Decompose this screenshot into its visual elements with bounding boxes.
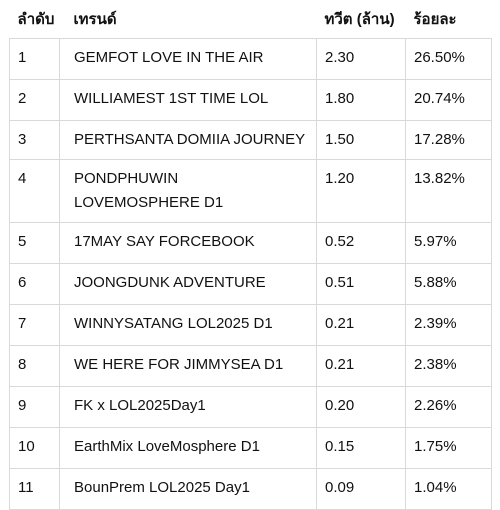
- cell-rank: 7: [9, 303, 60, 346]
- cell-rank: 11: [9, 467, 60, 510]
- cell-trend: WINNYSATANG LOL2025 D1: [59, 303, 317, 346]
- header-tweets: ทวีต (ล้าน): [324, 11, 395, 28]
- cell-tweets: 0.51: [316, 262, 406, 305]
- cell-trend: WE HERE FOR JIMMYSEA D1: [59, 344, 317, 387]
- cell-trend: FK x LOL2025Day1: [59, 385, 317, 428]
- cell-rank: 5: [9, 221, 60, 264]
- cell-percent: 2.26%: [405, 385, 492, 428]
- cell-rank: 6: [9, 262, 60, 305]
- table-row: 4 PONDPHUWIN LOVEMOSPHERE D1 1.20 13.82%: [9, 158, 492, 223]
- cell-tweets: 1.50: [316, 119, 406, 160]
- table-row: 3 PERTHSANTA DOMIIA JOURNEY 1.50 17.28%: [9, 119, 492, 160]
- cell-rank: 8: [9, 344, 60, 387]
- cell-trend: 17MAY SAY FORCEBOOK: [59, 221, 317, 264]
- header-row: ลำดับ เทรนด์ ทวีต (ล้าน) ร้อยละ: [10, 2, 492, 38]
- cell-tweets: 1.80: [316, 78, 406, 121]
- cell-trend: EarthMix LoveMosphere D1: [59, 426, 317, 469]
- cell-tweets: 0.21: [316, 344, 406, 387]
- cell-percent: 26.50%: [405, 37, 492, 80]
- cell-rank: 4: [9, 158, 60, 223]
- cell-percent: 2.38%: [405, 344, 492, 387]
- cell-percent: 5.88%: [405, 262, 492, 305]
- cell-percent: 2.39%: [405, 303, 492, 346]
- header-rank: ลำดับ: [17, 11, 55, 28]
- cell-percent: 13.82%: [405, 158, 492, 223]
- table-row: 9 FK x LOL2025Day1 0.20 2.26%: [9, 385, 492, 428]
- table-row: 8 WE HERE FOR JIMMYSEA D1 0.21 2.38%: [9, 344, 492, 387]
- table-row: 11 BounPrem LOL2025 Day1 0.09 1.04%: [9, 467, 492, 510]
- cell-percent: 1.04%: [405, 467, 492, 510]
- cell-rank: 10: [9, 426, 60, 469]
- cell-tweets: 0.15: [316, 426, 406, 469]
- table-row: 1 GEMFOT LOVE IN THE AIR 2.30 26.50%: [9, 37, 492, 80]
- cell-tweets: 0.20: [316, 385, 406, 428]
- cell-rank: 3: [9, 119, 60, 160]
- cell-tweets: 0.52: [316, 221, 406, 264]
- cell-percent: 17.28%: [405, 119, 492, 160]
- table-row: 2 WILLIAMEST 1ST TIME LOL 1.80 20.74%: [9, 78, 492, 121]
- table-row: 10 EarthMix LoveMosphere D1 0.15 1.75%: [9, 426, 492, 469]
- trend-table: ลำดับ เทรนด์ ทวีต (ล้าน) ร้อยละ 1 GEMFOT…: [9, 2, 492, 510]
- table-body: 1 GEMFOT LOVE IN THE AIR 2.30 26.50% 2 W…: [9, 37, 492, 510]
- header-trend: เทรนด์: [73, 11, 117, 28]
- cell-percent: 5.97%: [405, 221, 492, 264]
- cell-tweets: 0.09: [316, 467, 406, 510]
- table-row: 6 JOONGDUNK ADVENTURE 0.51 5.88%: [9, 262, 492, 305]
- cell-percent: 20.74%: [405, 78, 492, 121]
- trend-table-container: ลำดับ เทรนด์ ทวีต (ล้าน) ร้อยละ 1 GEMFOT…: [9, 2, 492, 510]
- cell-trend: PONDPHUWIN LOVEMOSPHERE D1: [59, 158, 317, 223]
- cell-tweets: 2.30: [316, 37, 406, 80]
- cell-percent: 1.75%: [405, 426, 492, 469]
- table-header: ลำดับ เทรนด์ ทวีต (ล้าน) ร้อยละ: [10, 2, 492, 38]
- table-row: 7 WINNYSATANG LOL2025 D1 0.21 2.39%: [9, 303, 492, 346]
- cell-trend: PERTHSANTA DOMIIA JOURNEY: [59, 119, 317, 160]
- header-percent: ร้อยละ: [413, 11, 457, 28]
- cell-rank: 1: [9, 37, 60, 80]
- cell-trend: JOONGDUNK ADVENTURE: [59, 262, 317, 305]
- cell-tweets: 0.21: [316, 303, 406, 346]
- cell-trend: GEMFOT LOVE IN THE AIR: [59, 37, 317, 80]
- table-row: 5 17MAY SAY FORCEBOOK 0.52 5.97%: [9, 221, 492, 264]
- cell-rank: 2: [9, 78, 60, 121]
- cell-tweets: 1.20: [316, 158, 406, 223]
- cell-rank: 9: [9, 385, 60, 428]
- cell-trend: BounPrem LOL2025 Day1: [59, 467, 317, 510]
- cell-trend: WILLIAMEST 1ST TIME LOL: [59, 78, 317, 121]
